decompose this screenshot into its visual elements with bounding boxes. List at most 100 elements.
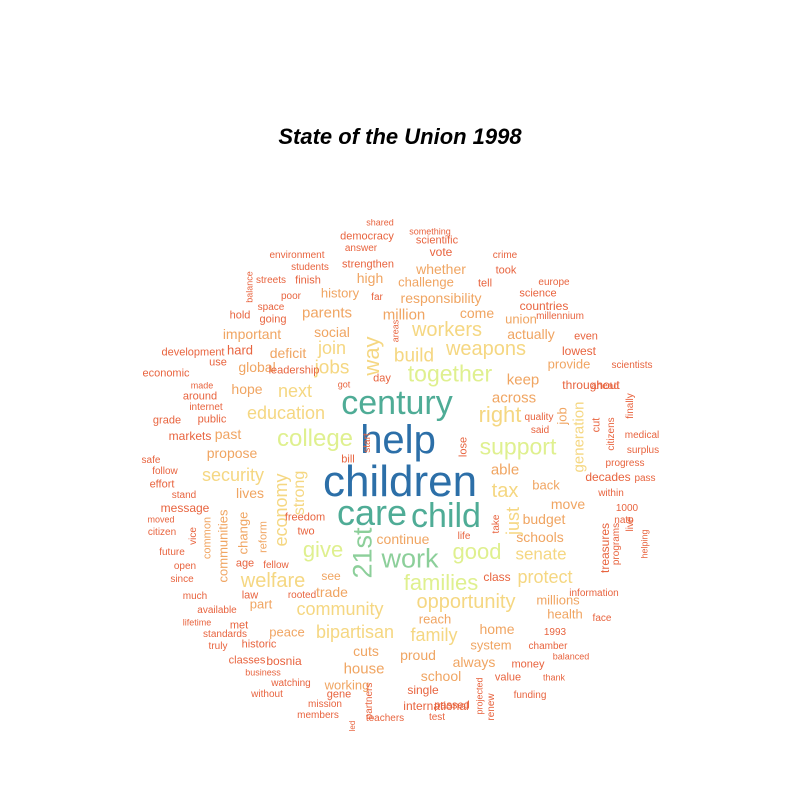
word-programs: programs [611,522,622,566]
word-law: law [241,589,259,602]
word-shared: shared [366,217,394,228]
word-tell: tell [477,277,493,290]
word-start: start [362,433,373,453]
word-much: much [182,591,208,602]
word-follow: follow [152,466,178,477]
word-1000: 1000 [615,503,639,514]
word-work: work [381,543,439,574]
word-class: class [483,570,511,584]
word-history: history [320,285,360,301]
word-future: future [159,547,185,558]
word-business: business [245,667,281,678]
word-age: age [235,557,255,570]
word-take: take [491,514,502,534]
word-vote: vote [429,245,453,259]
word-schools: schools [516,529,564,545]
word-hope: hope [231,381,263,397]
word-weapons: weapons [445,338,527,360]
word-freedom: freedom [284,511,326,524]
word-areas: areas [390,319,401,343]
word-students: students [291,262,329,273]
word-school: school [420,668,462,684]
word-finally: finally [625,393,636,419]
word-progress: progress [605,458,645,469]
word-welfare: welfare [240,570,306,592]
word-met: met [229,619,249,632]
word-made: made [190,380,214,391]
word-bosnia: bosnia [266,654,302,668]
word-got: got [337,379,351,390]
word-poor: poor [280,291,302,302]
word-two: two [297,525,315,538]
word-child: child [411,497,481,535]
word-answer: answer [344,243,378,254]
word-balance: balance [244,271,255,303]
word-quality: quality [524,412,554,423]
word-chamber: chamber [528,641,568,652]
word-strong: strong [291,470,308,516]
word-scientists: scientists [611,360,653,371]
word-going: going [259,313,287,326]
word-protect: protect [517,567,573,587]
word-keep: keep [506,371,540,389]
word-good: good [452,539,502,564]
word-community: community [296,599,384,619]
word-international: international [403,699,469,713]
word-millions: millions [536,592,580,608]
word-21st: 21st [347,527,378,579]
word-said: said [530,425,550,436]
word-live: live [625,516,636,532]
word-rooted: rooted [287,590,317,601]
word-face: face [592,613,612,624]
word-across: across [491,389,537,407]
word-reach: reach [418,611,452,627]
word-citizens: citizens [606,417,617,451]
word-effort: effort [149,478,175,491]
word-join: join [317,338,347,358]
word-home: home [479,621,515,637]
word-move: move [550,496,586,512]
word-house: house [343,660,385,678]
word-europe: europe [538,277,570,288]
word-open: open [173,561,197,572]
word-education: education [246,403,326,423]
word-family: family [410,625,458,645]
word-children: children [322,457,478,506]
word-thank: thank [542,672,566,683]
word-build: build [393,345,435,367]
word-care: care [336,492,408,533]
word-stand: stand [171,490,197,501]
word-propose: propose [206,445,258,461]
word-parents: parents [301,304,353,322]
word-moved: moved [147,514,175,525]
word-important: important [222,326,282,342]
word-give: give [302,537,344,562]
word-peace: peace [269,624,305,640]
word-markets: markets [168,429,212,443]
word-1993: 1993 [543,627,567,638]
word-responsibility: responsibility [400,290,482,306]
word-whether: whether [416,261,466,277]
word-democracy: democracy [340,230,394,243]
word-message: message [160,501,210,515]
word-fellow: fellow [263,560,289,571]
word-lifetime: lifetime [182,617,212,628]
word-treasures: treasures [598,522,612,574]
word-strengthen: strengthen [342,258,394,271]
word-million: million [382,306,426,324]
word-hard: hard [226,342,254,358]
word-teachers: teachers [365,713,405,724]
word-millennium: millennium [536,311,584,322]
word-help: help [360,418,436,462]
word-projected: projected [474,677,485,715]
word-economy: economy [271,473,291,547]
word-communities: communities [215,509,231,583]
word-social: social [314,324,350,340]
word-next: next [277,381,313,401]
word-lives: lives [235,485,265,501]
word-bill: bill [341,453,355,466]
word-proud: proud [400,647,436,663]
word-throughout: throughout [562,378,620,392]
word-pass: pass [634,473,656,484]
